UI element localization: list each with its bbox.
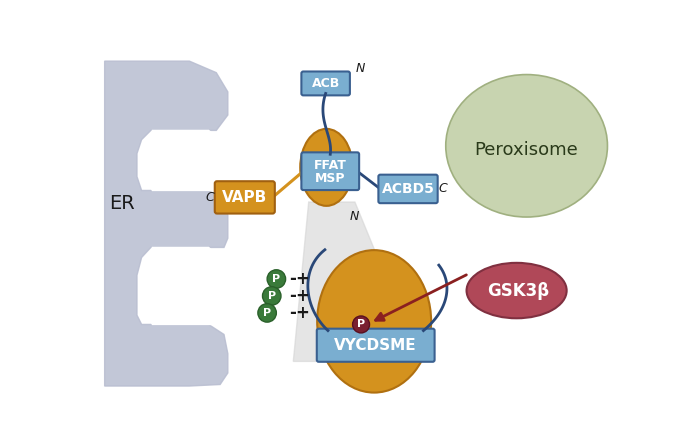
FancyBboxPatch shape bbox=[215, 181, 275, 214]
Ellipse shape bbox=[262, 287, 281, 305]
Text: GSK3β: GSK3β bbox=[487, 282, 550, 299]
Text: ACB: ACB bbox=[312, 77, 340, 90]
Text: -: - bbox=[289, 287, 296, 305]
FancyBboxPatch shape bbox=[302, 152, 359, 190]
Ellipse shape bbox=[466, 263, 567, 318]
Text: +: + bbox=[295, 287, 309, 305]
FancyBboxPatch shape bbox=[302, 72, 350, 95]
Text: +: + bbox=[295, 304, 309, 322]
Ellipse shape bbox=[300, 129, 353, 206]
Ellipse shape bbox=[353, 316, 370, 333]
Text: C: C bbox=[438, 182, 447, 195]
Text: ACBD5: ACBD5 bbox=[382, 182, 435, 196]
Text: MSP: MSP bbox=[315, 172, 346, 185]
Text: VYCDSME: VYCDSME bbox=[335, 338, 417, 353]
Text: P: P bbox=[263, 308, 271, 318]
Text: P: P bbox=[267, 291, 276, 301]
Text: C: C bbox=[205, 191, 214, 204]
Text: FFAT: FFAT bbox=[314, 159, 346, 172]
Text: P: P bbox=[357, 320, 365, 329]
Text: N: N bbox=[349, 210, 359, 223]
Ellipse shape bbox=[317, 250, 431, 392]
Polygon shape bbox=[105, 61, 228, 386]
Polygon shape bbox=[147, 247, 224, 324]
Ellipse shape bbox=[267, 270, 286, 288]
Polygon shape bbox=[293, 202, 420, 361]
Text: -: - bbox=[289, 304, 296, 322]
Text: -: - bbox=[289, 270, 296, 288]
Ellipse shape bbox=[258, 303, 277, 322]
Text: VAPB: VAPB bbox=[222, 190, 267, 205]
FancyBboxPatch shape bbox=[317, 329, 435, 362]
Text: ER: ER bbox=[108, 194, 134, 213]
Polygon shape bbox=[147, 130, 224, 190]
Text: N: N bbox=[356, 62, 365, 75]
Text: +: + bbox=[295, 270, 309, 288]
FancyBboxPatch shape bbox=[379, 175, 438, 203]
Ellipse shape bbox=[446, 75, 608, 217]
Text: P: P bbox=[272, 274, 281, 284]
Text: Peroxisome: Peroxisome bbox=[475, 141, 578, 159]
